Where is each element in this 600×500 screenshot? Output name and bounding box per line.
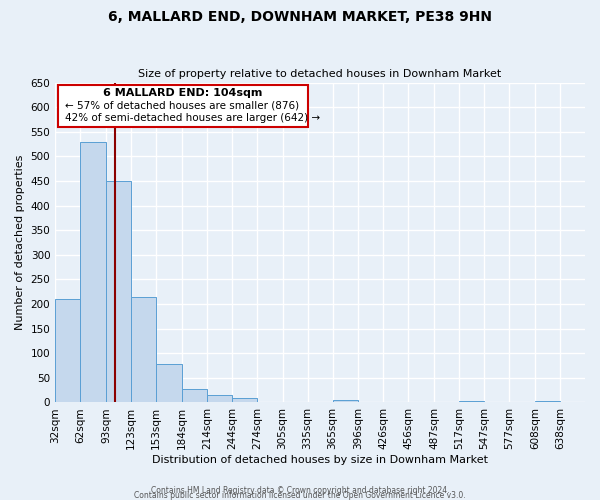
Bar	[459, 401, 484, 402]
Bar	[55, 299, 80, 403]
Text: Contains public sector information licensed under the Open Government Licence v3: Contains public sector information licen…	[134, 490, 466, 500]
Bar	[207, 395, 232, 402]
Bar	[131, 296, 156, 403]
Title: Size of property relative to detached houses in Downham Market: Size of property relative to detached ho…	[139, 69, 502, 79]
X-axis label: Distribution of detached houses by size in Downham Market: Distribution of detached houses by size …	[152, 455, 488, 465]
Bar	[332, 400, 358, 402]
Bar	[80, 142, 106, 402]
Text: Contains HM Land Registry data © Crown copyright and database right 2024.: Contains HM Land Registry data © Crown c…	[151, 486, 449, 495]
Text: 6, MALLARD END, DOWNHAM MARKET, PE38 9HN: 6, MALLARD END, DOWNHAM MARKET, PE38 9HN	[108, 10, 492, 24]
Text: 42% of semi-detached houses are larger (642) →: 42% of semi-detached houses are larger (…	[65, 112, 320, 122]
Text: 6 MALLARD END: 104sqm: 6 MALLARD END: 104sqm	[103, 88, 263, 98]
Text: ← 57% of detached houses are smaller (876): ← 57% of detached houses are smaller (87…	[65, 100, 299, 110]
Bar	[106, 181, 131, 402]
Bar	[182, 389, 207, 402]
Bar	[156, 364, 182, 403]
Y-axis label: Number of detached properties: Number of detached properties	[15, 155, 25, 330]
Bar	[232, 398, 257, 402]
FancyBboxPatch shape	[58, 85, 308, 127]
